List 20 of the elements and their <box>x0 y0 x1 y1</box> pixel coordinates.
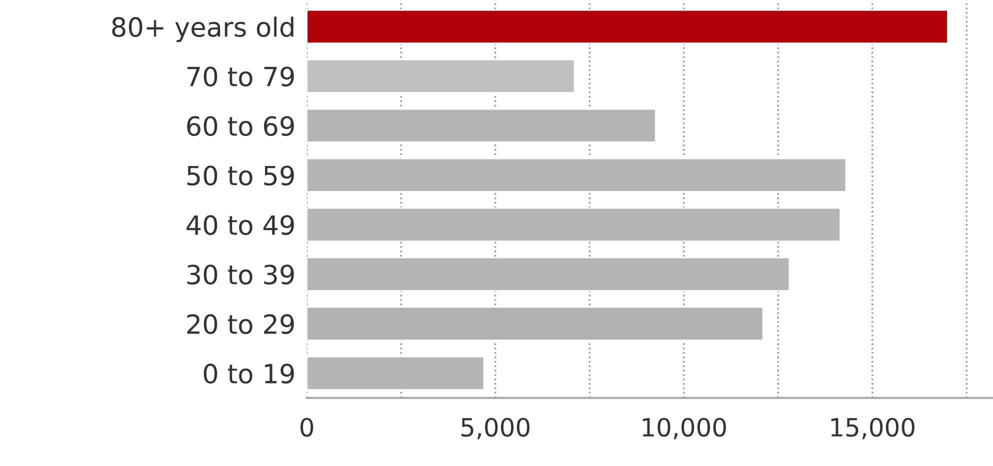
bar <box>306 58 576 94</box>
bar <box>306 356 485 390</box>
y-tick-label: 50 to 59 <box>187 166 294 186</box>
y-tick-label: 20 to 29 <box>187 314 294 334</box>
x-tick-label: 10,000 <box>642 418 726 440</box>
bar <box>306 9 948 44</box>
x-tick-label: 15,000 <box>831 418 914 440</box>
y-tick-label: 70 to 79 <box>187 66 294 87</box>
y-tick-label: 30 to 39 <box>187 264 294 285</box>
y-tick-label: 60 to 69 <box>187 116 294 136</box>
y-tick-label: 0 to 19 <box>204 364 294 384</box>
bar <box>306 256 790 292</box>
bar <box>306 108 656 143</box>
bar <box>306 306 764 341</box>
bar <box>306 158 847 192</box>
y-tick-label: 40 to 49 <box>186 215 294 236</box>
bar <box>306 207 842 242</box>
y-tick-label: 80+ years old <box>112 16 294 42</box>
x-tick-label: 0 <box>300 418 314 437</box>
x-tick-label: 5,000 <box>461 418 530 440</box>
